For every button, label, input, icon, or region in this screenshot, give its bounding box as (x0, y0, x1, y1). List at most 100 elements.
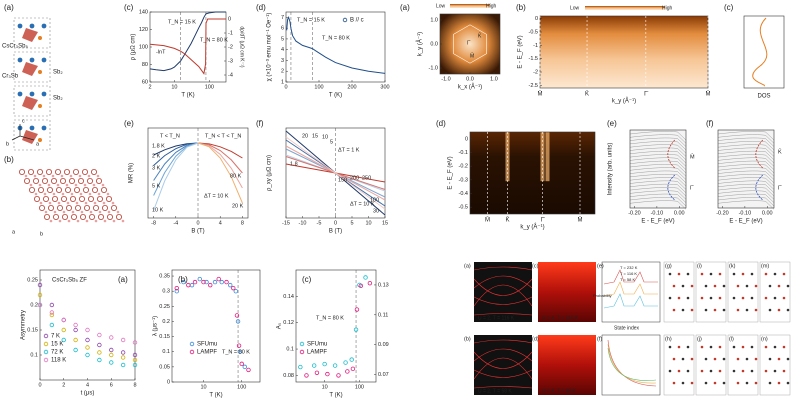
annotation: (g) (665, 263, 672, 269)
lattice-site (98, 210, 102, 214)
panel-label: (c) (724, 3, 734, 12)
edc-curve (629, 134, 687, 144)
data-point (109, 347, 114, 353)
lattice-site (33, 177, 40, 184)
data-point (73, 327, 78, 333)
y-tick-label: -0.1 (459, 150, 468, 156)
spin-site (773, 369, 777, 373)
lattice-site (47, 183, 51, 187)
spin-site (773, 272, 777, 276)
lattice-site (56, 186, 63, 193)
spin-site (718, 345, 722, 349)
spin-site (686, 369, 690, 373)
spin-site (768, 284, 772, 288)
annotation: Low (436, 3, 446, 9)
lattice-site (66, 204, 73, 211)
lattice-site (47, 186, 54, 193)
octahedron (22, 28, 38, 42)
y-tick-label: 0.25 (27, 277, 38, 283)
lattice-site (44, 213, 51, 220)
spin-site (686, 272, 690, 276)
annotation: (d) (532, 336, 539, 342)
axis-arrow (11, 135, 21, 141)
spin-site (718, 369, 722, 373)
data-point (322, 361, 327, 367)
y-tick-label: 5 (281, 36, 284, 42)
x-axis-label: B (T) (329, 229, 342, 235)
x-tick-label: 5 (350, 220, 353, 226)
data-point (174, 285, 179, 291)
decay-panel (601, 334, 661, 396)
octahedron (22, 96, 38, 110)
lattice-site (56, 183, 60, 187)
edc-curve (629, 167, 687, 177)
legend-marker (43, 349, 49, 355)
y-tick-label: 80 (142, 62, 148, 68)
annotation: T < T_N (160, 133, 180, 139)
lattice-site (55, 168, 62, 175)
series-line (286, 16, 386, 74)
legend-marker (43, 333, 49, 339)
intensity-map (440, 14, 500, 74)
x-axis-label: k_x (Å⁻¹) (458, 84, 482, 91)
y-tick-label: -0.4 (459, 191, 468, 197)
lattice-site (88, 192, 92, 196)
lattice-site (83, 183, 87, 187)
data-point (120, 355, 126, 360)
y-tick-label: 2 (281, 69, 284, 75)
atom (41, 125, 47, 131)
y-axis-label: k_y (Å⁻¹) (417, 32, 424, 56)
atom (29, 23, 35, 29)
y-axis-label: ρ (μΩ cm) (131, 34, 137, 61)
lattice-site (52, 195, 59, 202)
lattice-site (101, 186, 108, 193)
y2-tick-label: -4 (228, 72, 233, 78)
spin-site (736, 381, 740, 385)
spin-site (681, 357, 685, 361)
data-point (85, 327, 90, 333)
unit-cell (13, 17, 51, 49)
y2-tick-label: 0.11 (378, 312, 388, 318)
lattice-site (57, 201, 61, 205)
spin-site (690, 381, 694, 385)
edc-curve (629, 144, 687, 154)
annotation: 5 (330, 139, 333, 145)
x-tick-label: -0.10 (739, 210, 752, 216)
lattice-site (71, 210, 75, 214)
annotation: ΔT = 10 K (204, 193, 229, 199)
edc-curve (717, 150, 775, 160)
annotation: (e) (597, 263, 604, 269)
y-tick-label: 0 (535, 16, 538, 22)
x-tick-label: 4 (86, 382, 89, 388)
x-axis-label: DOS (757, 94, 770, 100)
annotation: K̄ (478, 33, 482, 40)
band-panel (474, 262, 532, 322)
annotation: K̄ (778, 149, 782, 156)
annotation: High (486, 3, 497, 9)
spin-site (700, 272, 704, 276)
panel-label: (d) (256, 3, 266, 12)
spin-site (677, 296, 681, 300)
spin-site (745, 308, 749, 312)
y-tick-label: -2.5 (529, 83, 538, 89)
lattice-site (61, 195, 68, 202)
lattice-site (39, 204, 46, 211)
lattice-site (44, 210, 48, 214)
lattice-site (87, 174, 91, 178)
spin-site (736, 357, 740, 361)
spin-site (750, 345, 754, 349)
spin-site (718, 296, 722, 300)
annotation: 2 K (152, 153, 161, 159)
x-tick-label: 0.00 (762, 210, 773, 216)
edc-curve (629, 154, 687, 164)
data-point (61, 327, 66, 333)
lattice-site (58, 219, 62, 223)
lattice-site (49, 219, 53, 223)
edc-curve (629, 137, 687, 147)
edc-curve (629, 200, 687, 210)
data-point (85, 337, 90, 343)
spin-site (768, 308, 772, 312)
data-point (246, 367, 251, 373)
spin-site (681, 381, 685, 385)
y-tick-label: -0.5 (529, 29, 538, 35)
